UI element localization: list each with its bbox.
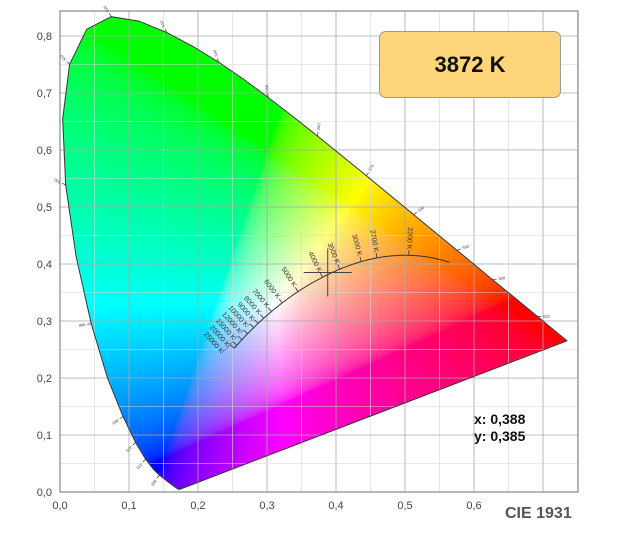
cct-leader-line — [246, 323, 251, 327]
x-tick-label: 0,3 — [259, 500, 274, 512]
wavelength-tick — [216, 58, 219, 63]
wavelength-label: 460 — [150, 479, 158, 488]
wavelength-tick — [61, 182, 66, 186]
y-readout: y: 0,385 — [474, 428, 526, 444]
y-tick-label: 0,4 — [37, 259, 52, 271]
planckian-locus — [233, 254, 450, 349]
cct-badge: 3872 K — [379, 31, 561, 98]
y-tick-label: 0,0 — [37, 487, 52, 499]
cct-tick — [294, 287, 299, 292]
y-tick-label: 0,8 — [37, 31, 52, 43]
cct-label: 3000 K — [350, 234, 363, 258]
y-tick-label: 0,5 — [37, 202, 52, 214]
cct-tick — [260, 314, 265, 319]
spectral-locus — [62, 16, 568, 490]
wavelength-tick — [366, 172, 369, 177]
cct-tick — [230, 344, 235, 349]
x-tick-label: 0,5 — [397, 500, 412, 512]
wavelength-label: 600 — [498, 275, 506, 281]
cct-leader-line — [234, 336, 239, 340]
wavelength-tick — [119, 416, 124, 419]
cct-tick — [337, 264, 341, 270]
coordinate-readout: x: 0,388 y: 0,385 — [474, 411, 525, 445]
cct-tick — [254, 319, 259, 324]
y-tick-label: 0,7 — [37, 88, 52, 100]
wavelength-label: 520 — [102, 4, 110, 13]
y-tick-label: 0,1 — [37, 430, 52, 442]
wavelength-label: 580 — [417, 204, 426, 212]
wavelength-tick — [317, 132, 319, 137]
x-tick-label: 0,6 — [466, 500, 481, 512]
cct-tick — [359, 256, 362, 262]
cct-label: 2700 K — [368, 230, 379, 253]
y-tick-label: 0,3 — [37, 316, 52, 328]
wavelength-label: 470 — [135, 462, 144, 471]
cct-tick — [278, 298, 283, 304]
cct-label: 4000 K — [306, 251, 322, 274]
wavelength-tick — [164, 28, 168, 33]
wavelength-tick — [413, 212, 418, 215]
cct-label: 6000 K — [262, 279, 281, 301]
plot-frame — [59, 10, 579, 493]
x-tick-label: 0,2 — [190, 500, 205, 512]
cct-tick — [249, 323, 254, 328]
x-tick-label: 0,4 — [328, 500, 343, 512]
wavelength-tick — [108, 13, 112, 17]
cct-leader-line — [228, 341, 234, 347]
wavelength-label: 490 — [78, 322, 86, 328]
y-tick-label: 0,2 — [37, 373, 52, 385]
wavelength-tick — [132, 442, 136, 446]
wavelength-label: 560 — [316, 122, 322, 130]
wavelength-label: 530 — [159, 20, 167, 29]
cct-tick — [319, 272, 323, 278]
wavelength-label: 510 — [58, 53, 67, 62]
wavelength-tick — [156, 474, 160, 479]
cct-leader-line — [240, 330, 245, 333]
cct-tick — [267, 307, 272, 312]
cct-tick — [375, 252, 378, 258]
x-readout: x: 0,388 — [474, 411, 526, 427]
x-tick-label: 0,0 — [52, 500, 67, 512]
cct-tick — [232, 341, 238, 346]
cct-leader-line — [222, 344, 231, 353]
chart-title: CIE 1931 — [505, 505, 572, 522]
wavelength-label: 620 — [543, 314, 551, 319]
wavelength-label: 480 — [111, 418, 120, 426]
wavelength-label: 475 — [124, 445, 133, 454]
wavelength-label: 500 — [52, 177, 61, 185]
wavelength-label: 540 — [212, 49, 219, 58]
x-tick-label: 0,1 — [121, 500, 136, 512]
cct-tick — [243, 330, 248, 335]
wavelength-label: 550 — [264, 84, 270, 92]
y-tick-label: 0,6 — [37, 145, 52, 157]
wavelength-tick — [142, 458, 146, 463]
wavelength-label: 570 — [367, 163, 375, 172]
wavelength-tick — [456, 248, 461, 251]
cct-label: 5000 K — [279, 266, 297, 289]
wavelength-label: 590 — [462, 243, 471, 250]
cct-tick — [238, 335, 243, 340]
wavelength-tick — [66, 61, 70, 65]
cct-label: 2200 K — [405, 227, 413, 250]
